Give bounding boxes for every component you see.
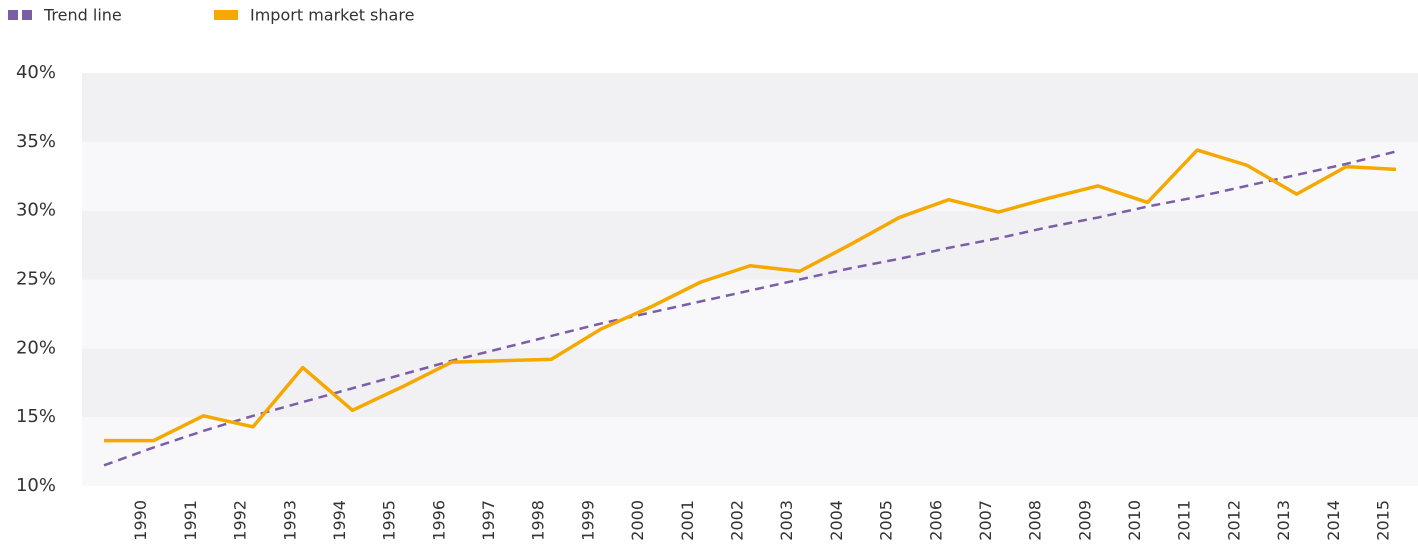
x-tick-label: 2012 bbox=[1224, 500, 1243, 541]
y-tick-label: 40% bbox=[16, 62, 56, 83]
band bbox=[82, 210, 1418, 280]
y-tick-label: 20% bbox=[16, 337, 56, 358]
x-tick-label: 1993 bbox=[280, 500, 299, 541]
x-tick-label: 1999 bbox=[578, 500, 597, 541]
series-line bbox=[103, 150, 1397, 467]
band bbox=[82, 279, 1418, 349]
x-tick-label: 2003 bbox=[777, 500, 796, 541]
x-tick-label: 2010 bbox=[1125, 500, 1144, 541]
x-tick-label: 2005 bbox=[877, 500, 896, 541]
x-tick-label: 2011 bbox=[1175, 500, 1194, 541]
x-tick-label: 1990 bbox=[131, 500, 150, 541]
y-tick-label: 35% bbox=[16, 131, 56, 152]
y-tick-label: 25% bbox=[16, 269, 56, 290]
x-tick-label: 2009 bbox=[1075, 500, 1094, 541]
legend-label: Import market share bbox=[250, 6, 414, 25]
x-tick-label: 2013 bbox=[1274, 500, 1293, 541]
band bbox=[82, 141, 1418, 211]
x-tick-label: 2015 bbox=[1374, 500, 1393, 541]
x-tick-label: 2004 bbox=[827, 500, 846, 541]
x-tick-label: 2000 bbox=[628, 500, 647, 541]
x-tick-label: 1992 bbox=[231, 500, 250, 541]
band bbox=[82, 73, 1418, 142]
x-tick-label: 2006 bbox=[926, 500, 945, 541]
legend: Trend line Import market share bbox=[8, 6, 414, 25]
x-tick-label: 1998 bbox=[529, 500, 548, 541]
x-tick-label: 2007 bbox=[976, 500, 995, 541]
x-tick-label: 1991 bbox=[181, 500, 200, 541]
x-tick-label: 1994 bbox=[330, 500, 349, 541]
legend-swatch bbox=[8, 10, 18, 20]
legend-swatch bbox=[214, 10, 238, 20]
y-tick-label: 15% bbox=[16, 406, 56, 427]
series-line bbox=[104, 148, 1397, 443]
x-tick-label: 1997 bbox=[479, 500, 498, 541]
x-tick-label: 2014 bbox=[1324, 500, 1343, 541]
y-tick-label: 30% bbox=[16, 200, 56, 221]
x-tick-label: 2008 bbox=[1026, 500, 1045, 541]
x-tick-label: 1996 bbox=[429, 500, 448, 541]
band bbox=[82, 348, 1418, 418]
band bbox=[82, 417, 1418, 486]
bands bbox=[82, 73, 1418, 486]
y-tick-label: 10% bbox=[16, 475, 56, 496]
legend-swatch bbox=[22, 10, 32, 20]
x-tick-label: 1995 bbox=[380, 500, 399, 541]
x-tick-label: 2002 bbox=[728, 500, 747, 541]
x-tick-label: 2001 bbox=[678, 500, 697, 541]
legend-label: Trend line bbox=[43, 6, 122, 25]
